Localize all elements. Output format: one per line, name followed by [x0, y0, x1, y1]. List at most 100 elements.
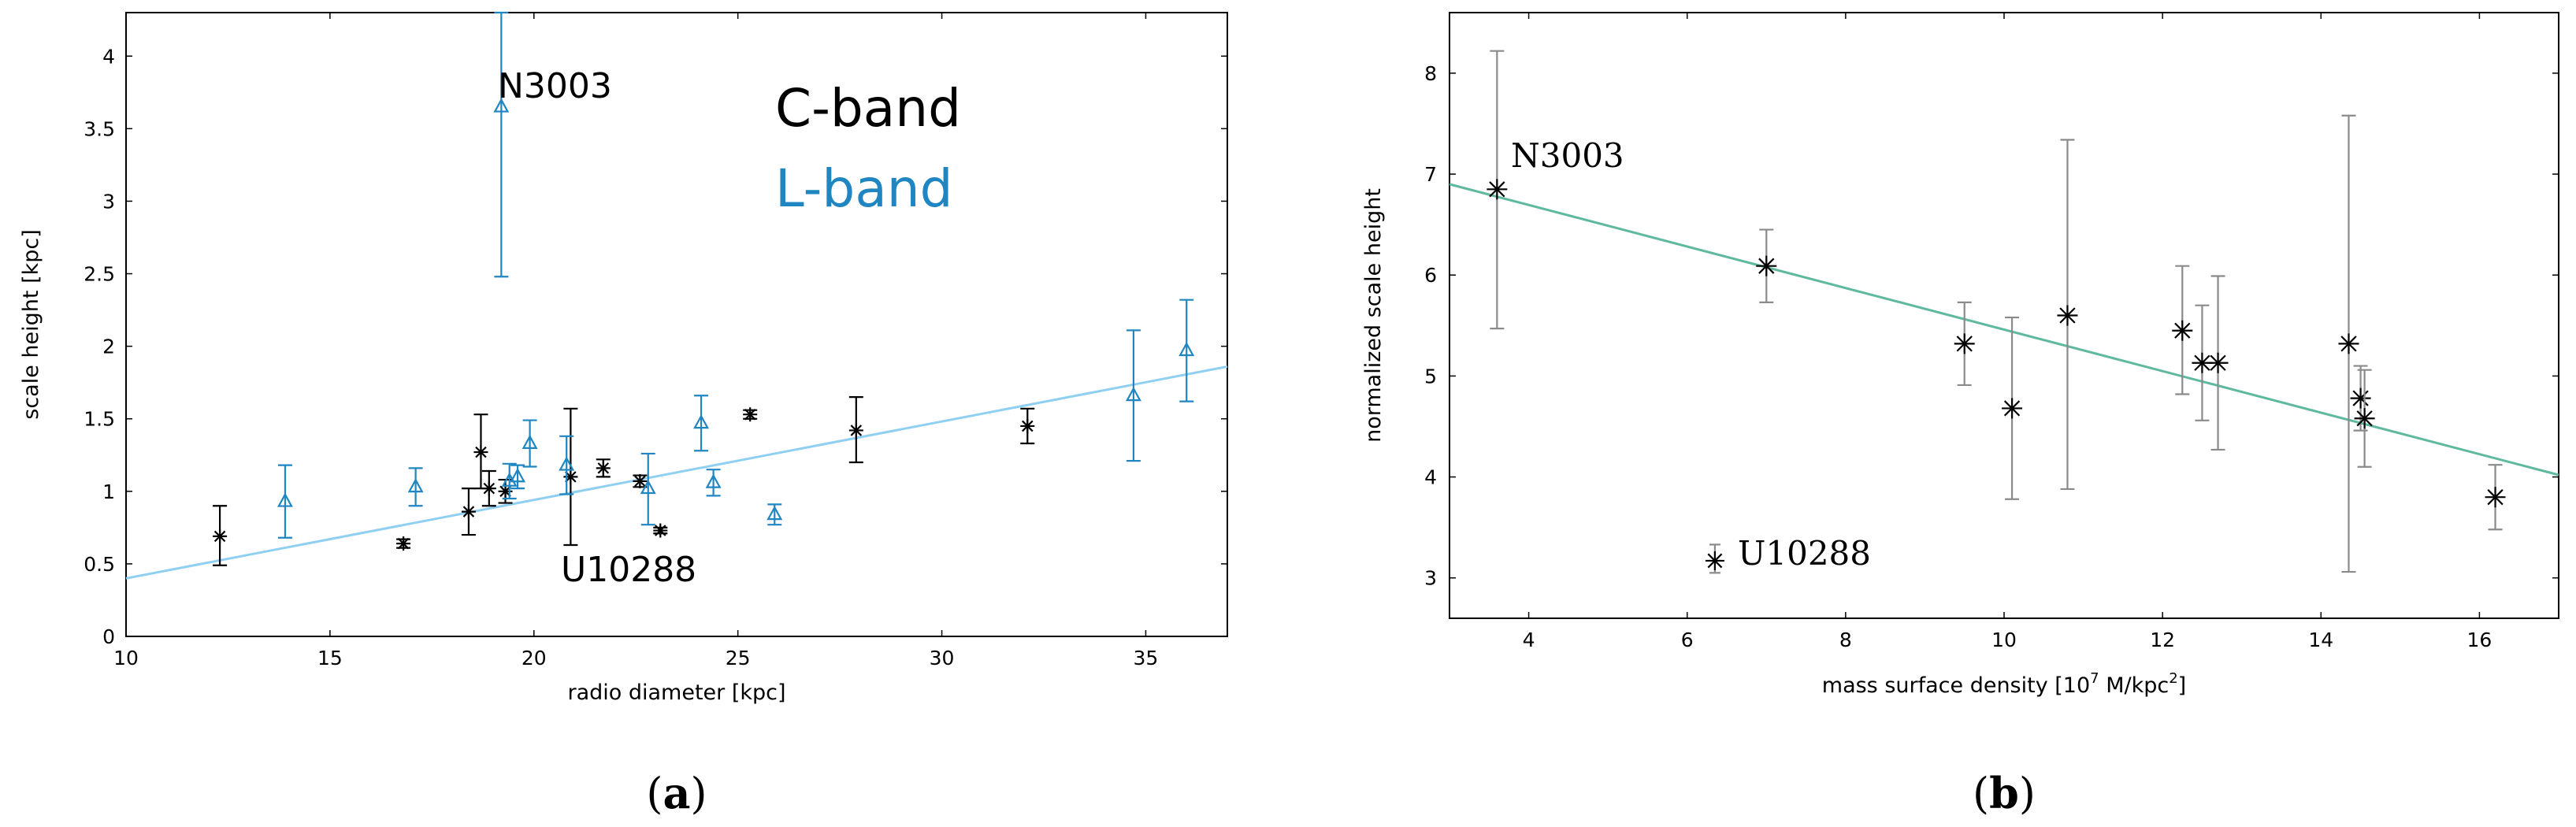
annotation-n3003-a: N3003: [498, 66, 612, 106]
fit-line-a: [125, 365, 1228, 580]
scale-height-point: [2057, 305, 2078, 326]
x-tick-label-a: 35: [1134, 647, 1159, 669]
x-axis-label-b-exp2: 2: [2169, 670, 2177, 687]
scale-height-point: [2350, 388, 2371, 409]
y-tick-label-b: 3: [1424, 567, 1437, 590]
scale-height-point: [1487, 179, 1508, 200]
y-tick-label-a: 3.5: [84, 117, 115, 140]
l-band-point: [493, 98, 510, 113]
annotation-u10288-b: U10288: [1738, 534, 1871, 573]
c-band-point: [396, 536, 411, 551]
l-band-point: [510, 468, 526, 483]
l-band-point: [522, 434, 538, 449]
l-band-point: [693, 414, 710, 429]
x-tick-label-a: 15: [317, 647, 343, 669]
scale-height-point: [2485, 487, 2506, 508]
x-tick-label-b: 10: [1991, 629, 2017, 651]
x-tick-label-a: 20: [522, 647, 547, 669]
y-axis-label-b: normalized scale height: [1361, 188, 1386, 443]
plot-area-b: [1449, 12, 2559, 619]
panel-letter-a: a: [663, 768, 691, 818]
panel-label-b: (b): [1973, 768, 2036, 818]
axes-b: 4 6 8 10 12 14 16 3 4 5 6 7 8: [1424, 13, 2559, 651]
l-band-point: [766, 505, 783, 521]
l-band-errorbar: [1179, 299, 1194, 402]
data-points-a: [213, 11, 1195, 566]
l-band-point: [559, 456, 575, 471]
scale-height-point: [2002, 398, 2023, 419]
y-tick-label-b: 7: [1424, 163, 1437, 186]
y-axis-label-a: scale height [kpc]: [19, 229, 43, 419]
y-tick-label-b: 6: [1424, 264, 1437, 287]
c-band-point: [473, 445, 488, 460]
y-tick-label-a: 0.5: [84, 553, 115, 576]
c-band-point: [848, 423, 863, 438]
axes-a: 10 15 20 25 30 35 0 0.5 1 1.5 2 2.5 3 3.5 4: [84, 13, 1227, 669]
y-tick-label-a: 1.5: [84, 408, 115, 431]
l-band-point: [1179, 341, 1195, 357]
x-axis-label-b-exp1: 7: [2090, 670, 2099, 687]
chart-panel-b: 4 6 8 10 12 14 16 3 4 5 6 7 8 normalized scale heigh…: [1361, 12, 2559, 818]
x-axis-label-b-mid: M/kpc: [2099, 673, 2170, 698]
l-band-errorbar: [640, 452, 655, 526]
data-points-b: [1487, 50, 2506, 573]
legend-star-u10288: [1705, 551, 1724, 570]
annotation-n3003-b: N3003: [1511, 136, 1624, 175]
fit-line-b: [1449, 183, 2559, 477]
legend-marker-u10288: [1705, 543, 1724, 574]
y-tick-label-b: 8: [1424, 62, 1437, 85]
plot-area-a: [125, 12, 1228, 637]
legend-c-band: C-band: [775, 78, 961, 139]
x-axis-label-b-end: ]: [2178, 673, 2187, 698]
x-axis-label-b: mass surface density [107 M/kpc2]: [1822, 670, 2186, 698]
l-band-errorbar: [277, 464, 292, 539]
l-band-point: [407, 477, 424, 493]
y-tick-label-a: 0: [102, 625, 115, 648]
y-tick-label-a: 3: [102, 190, 115, 213]
x-axis-label-b-main: mass surface density [10: [1822, 673, 2090, 698]
c-band-point: [653, 523, 668, 538]
l-band-errorbar: [706, 469, 721, 497]
l-band-errorbar: [522, 419, 537, 468]
x-tick-label-b: 6: [1681, 629, 1694, 651]
x-axis-label-a: radio diameter [kpc]: [567, 681, 785, 705]
c-band-point: [461, 504, 476, 519]
x-tick-label-b: 14: [2308, 629, 2333, 651]
x-tick-label-b: 8: [1839, 629, 1852, 651]
c-band-point: [743, 407, 758, 422]
y-tick-label-a: 2: [102, 336, 115, 358]
l-band-point: [277, 492, 293, 507]
x-tick-label-a: 30: [930, 647, 955, 669]
l-band-errorbar: [694, 395, 709, 452]
y-tick-label-a: 1: [102, 480, 115, 503]
panel-letter-b: b: [1989, 768, 2019, 818]
legend-l-band: L-band: [775, 158, 953, 219]
c-band-point: [481, 481, 496, 496]
scale-height-point: [2172, 320, 2193, 341]
c-band-point: [633, 473, 648, 488]
annotation-u10288-a: U10288: [561, 550, 696, 590]
panel-label-a: (a): [646, 768, 707, 818]
l-band-errorbar: [494, 11, 509, 278]
c-band-point: [596, 461, 611, 476]
scale-height-point: [2354, 408, 2375, 429]
scale-height-point: [2207, 352, 2229, 373]
chart-panel-a: 10 15 20 25 30 35 0 0.5 1 1.5 2 2.5 3 3.5 4 scale heig…: [19, 11, 1228, 818]
x-tick-label-b: 16: [2467, 629, 2492, 651]
c-band-point: [1020, 418, 1035, 433]
l-band-errorbar: [1126, 329, 1141, 462]
l-band-errorbar: [559, 435, 574, 495]
scale-height-point: [2338, 333, 2359, 354]
x-tick-label-b: 4: [1523, 629, 1535, 651]
l-band-errorbar: [502, 462, 517, 500]
x-tick-label-a: 10: [113, 647, 139, 669]
l-band-point: [705, 473, 722, 488]
y-tick-label-a: 4: [102, 45, 115, 68]
x-tick-label-b: 12: [2150, 629, 2175, 651]
y-tick-label-a: 2.5: [84, 263, 115, 286]
c-band-point: [563, 469, 578, 484]
y-tick-label-b: 4: [1424, 466, 1437, 489]
l-band-errorbar: [408, 467, 423, 507]
scale-height-point: [1954, 333, 1975, 354]
